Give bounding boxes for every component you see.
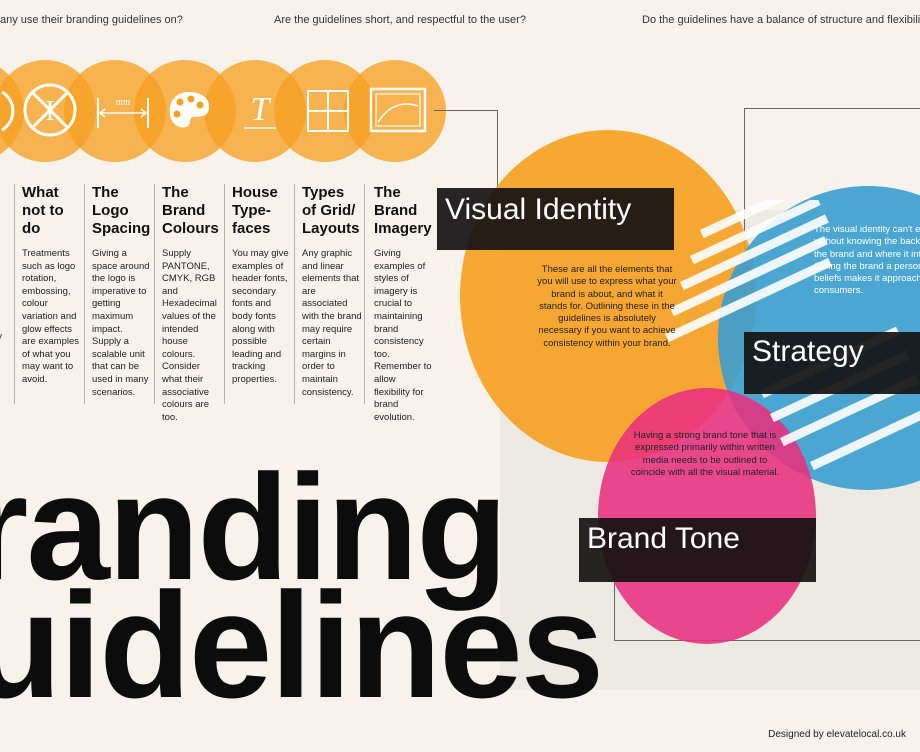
question-2: Are the guidelines short, and respectful…: [274, 14, 526, 26]
column-title: Types of Grid/ Layouts: [302, 184, 360, 237]
frame-line: [744, 108, 745, 348]
column-divider: [364, 184, 365, 404]
grid-icon: [307, 90, 349, 132]
column-title: House Type-faces: [232, 184, 278, 237]
imagery-icon: [369, 87, 427, 133]
column-body: You may give examples of header fonts, s…: [232, 248, 289, 385]
column-divider: [154, 184, 155, 404]
partial-column-text: ay: [0, 331, 12, 344]
typeface-icon: T: [244, 91, 276, 129]
column-title: The Logo Spacing: [92, 184, 151, 237]
visual-identity-text: These are all the elements that you will…: [537, 264, 677, 349]
partial-icon: [1, 90, 15, 132]
column-body: Giving a space around the logo is impera…: [92, 248, 150, 398]
strategy-text: The visual identity can't even begin wit…: [814, 224, 920, 297]
frame-line: [614, 580, 615, 640]
column-brand-colours: The Brand Colours Supply PANTONE, CMYK, …: [162, 184, 222, 424]
headline-line-2: uidelines: [0, 561, 604, 729]
frame-line: [497, 110, 498, 200]
column-what-not-to-do: What not to do Treatments such as logo r…: [22, 184, 82, 387]
brand-tone-text: Having a strong brand tone that is expre…: [630, 430, 780, 478]
column-body: Giving examples of styles of imagery is …: [374, 248, 432, 423]
rail-circle: [344, 60, 446, 162]
svg-text:T: T: [251, 91, 272, 128]
column-title: What not to do: [22, 184, 64, 237]
column-body: Any graphic and linear elements that are…: [302, 248, 362, 398]
column-house-typefaces: House Type-faces You may give examples o…: [232, 184, 292, 387]
column-logo-spacing: The Logo Spacing Giving a space around t…: [92, 184, 152, 399]
column-body: Treatments such as logo rotation, emboss…: [22, 248, 80, 385]
column-body: Supply PANTONE, CMYK, RGB and Hexadecima…: [162, 248, 217, 423]
column-divider: [14, 184, 15, 404]
frame-line: [614, 640, 920, 641]
palette-icon: [169, 92, 210, 128]
column-divider: [224, 184, 225, 404]
logo-spacing-icon: mm: [97, 97, 149, 128]
column-title: The Brand Imagery: [374, 184, 432, 237]
no-logo-icon: I: [23, 83, 77, 137]
brand-tone-circle: [598, 388, 816, 644]
column-divider: [84, 184, 85, 404]
partial-column: ay: [0, 184, 12, 344]
column-title: The Brand Colours: [162, 184, 219, 237]
svg-text:I: I: [45, 96, 54, 127]
column-grid-layouts: Types of Grid/ Layouts Any graphic and l…: [302, 184, 362, 399]
headline-line-1: randing: [0, 443, 508, 611]
frame-line: [434, 110, 498, 111]
frame-line: [744, 108, 920, 109]
question-3: Do the guidelines have a balance of stru…: [642, 14, 920, 26]
brand-tone-label: Brand Tone: [579, 518, 816, 582]
strategy-label: Strategy: [744, 332, 920, 394]
column-brand-imagery: The Brand Imagery Giving examples of sty…: [374, 184, 434, 424]
question-1: any use their branding guidelines on?: [0, 14, 183, 26]
svg-text:mm: mm: [116, 97, 130, 108]
visual-identity-label: Visual Identity: [437, 188, 674, 250]
column-divider: [294, 184, 295, 404]
credit-text: Designed by elevatelocal.co.uk: [768, 729, 906, 740]
